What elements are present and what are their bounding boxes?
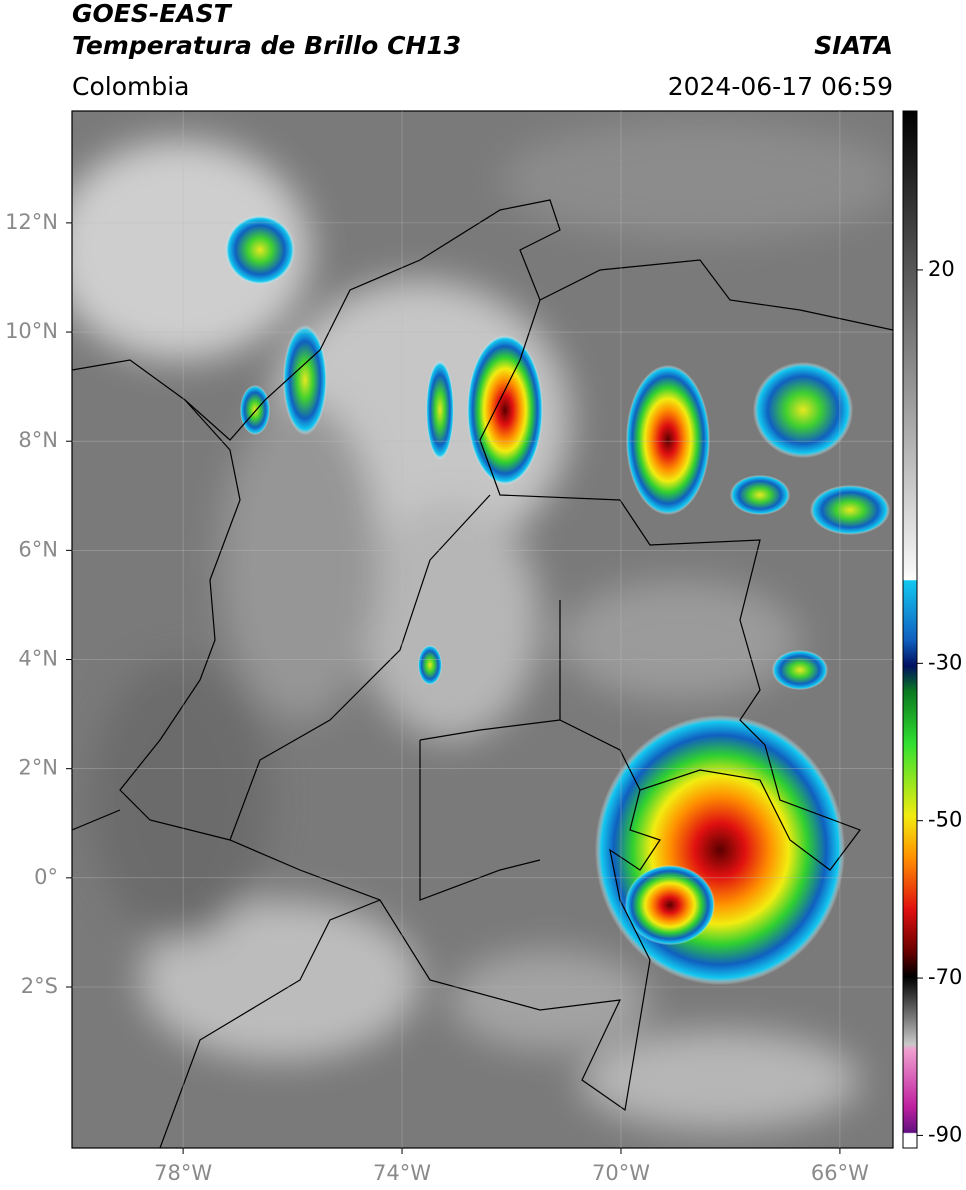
source: SIATA	[814, 31, 893, 60]
y-tick-label: 0°	[34, 865, 58, 889]
region: Colombia	[72, 72, 189, 101]
colorbar-tick-label: -50	[928, 808, 962, 832]
y-tick-label: 2°N	[18, 756, 58, 780]
y-tick-label: 8°N	[18, 428, 58, 452]
title: GOES-EAST	[72, 0, 233, 28]
colorbar-tick-label: -70	[928, 965, 962, 989]
x-tick-label: 66°W	[811, 1161, 869, 1185]
colorbar-tick-label: -30	[928, 650, 962, 674]
satellite-image	[72, 111, 893, 1148]
y-tick-label: 4°N	[18, 647, 58, 671]
colorbar-tick-label: 20	[928, 257, 955, 281]
colorbar	[902, 110, 918, 1149]
y-tick-label: 10°N	[5, 319, 58, 343]
y-tick-label: 2°S	[21, 974, 58, 998]
x-tick-label: 70°W	[592, 1161, 650, 1185]
y-tick-label: 6°N	[18, 537, 58, 561]
map-frame	[71, 110, 894, 1149]
x-tick-label: 74°W	[373, 1161, 431, 1185]
x-tick-label: 78°W	[154, 1161, 212, 1185]
subtitle: Temperatura de Brillo CH13	[72, 31, 461, 60]
timestamp: 2024-06-17 06:59	[668, 72, 893, 101]
y-tick-label: 12°N	[5, 210, 58, 234]
colorbar-tick-label: -90	[928, 1122, 962, 1146]
